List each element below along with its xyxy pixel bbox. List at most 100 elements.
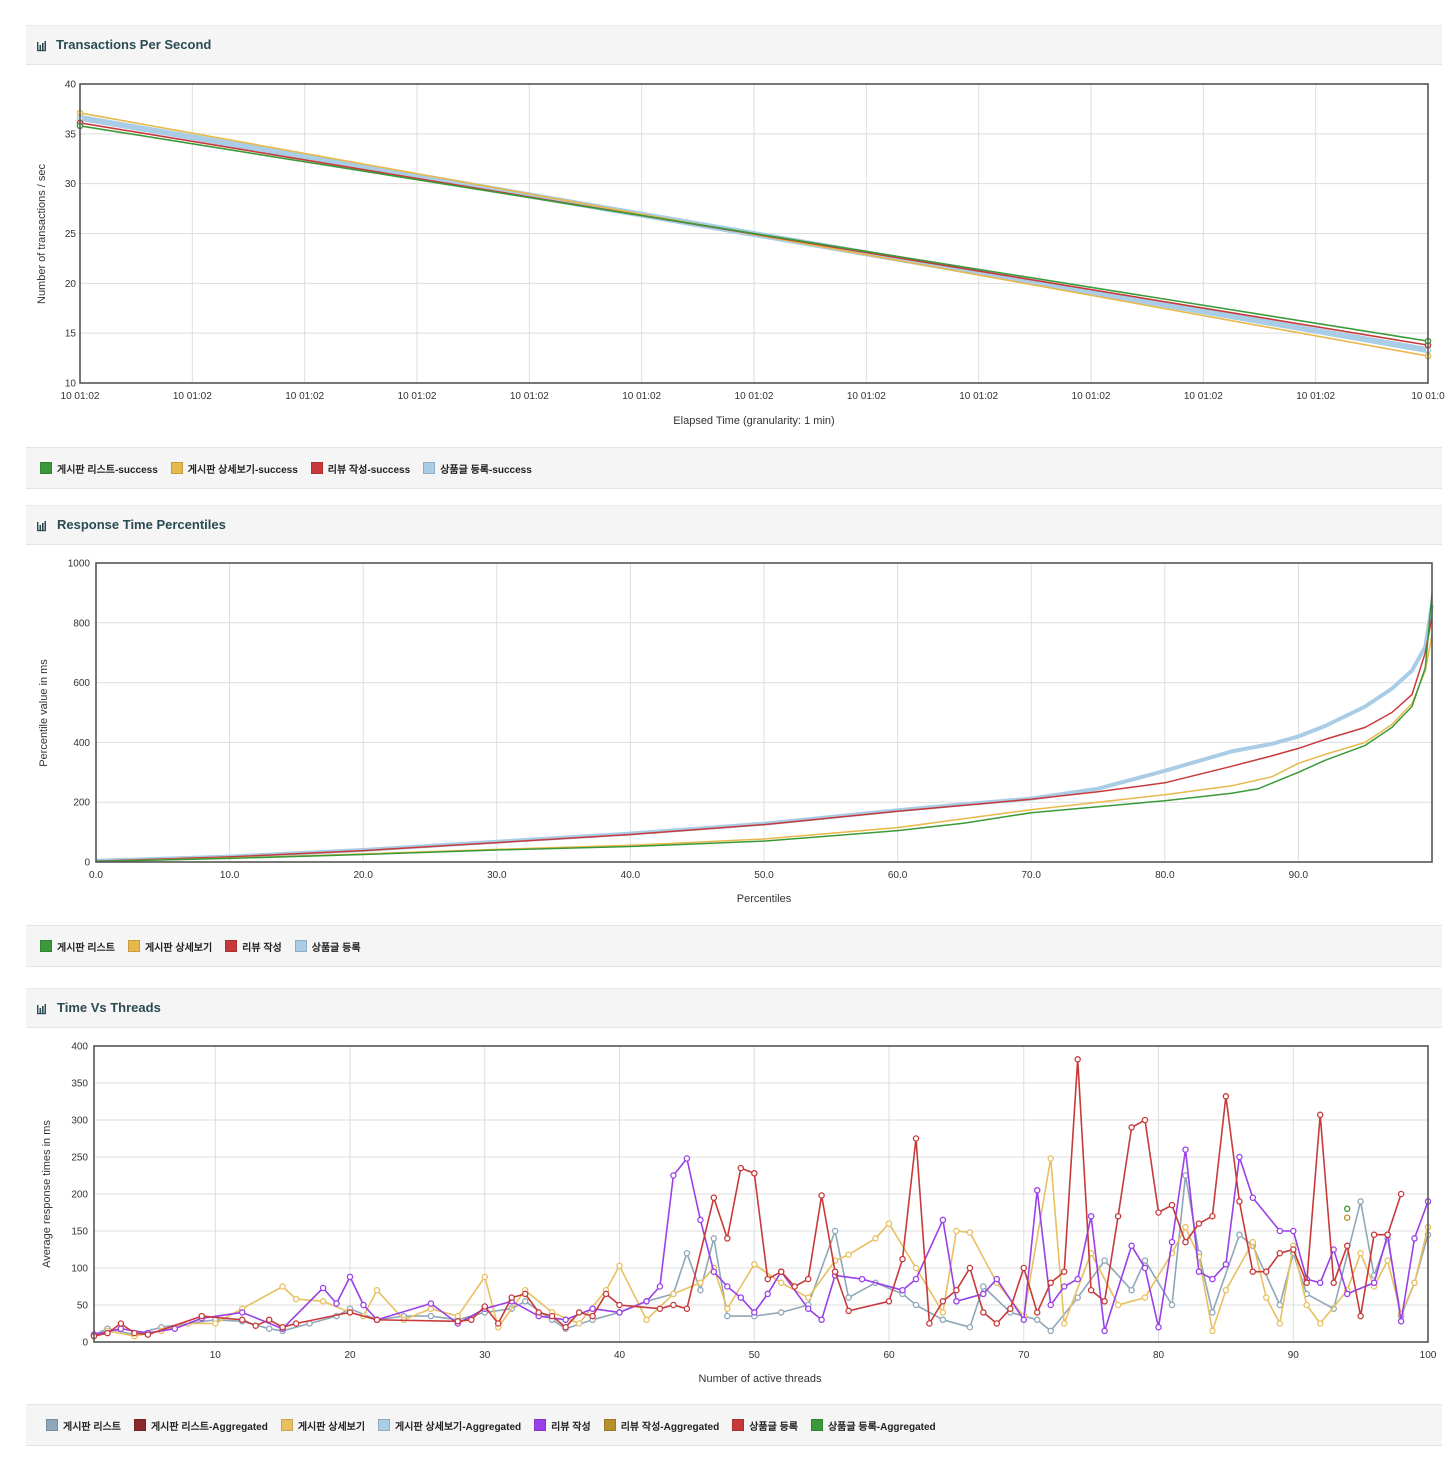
percentiles-chart: 0 200 400 600 800 1000 0.0 10.0 20.0 30.0 40.0 50.0… [38, 559, 1434, 905]
legend-item[interactable]: 게시판 상세보기-Aggregated [378, 1418, 521, 1433]
data-point [656, 1283, 664, 1290]
legend-item[interactable]: 게시판 리스트-Aggregated [133, 1418, 268, 1433]
legend-swatch [40, 940, 52, 952]
data-point [670, 1172, 677, 1179]
data-point [1182, 1224, 1189, 1231]
x-tick-label: 10 01:0 [1411, 391, 1445, 402]
y-axis-label: Percentile value in ms [38, 659, 50, 767]
data-point [777, 1279, 785, 1287]
legend-threads: 게시판 리스트 게시판 리스트-Aggregated 게시판 상세보기 게시판 상세보… [26, 1404, 1442, 1446]
data-point [548, 1312, 556, 1320]
data-point [1141, 1257, 1149, 1264]
legend-item[interactable]: 리뷰 작성-success [310, 461, 410, 476]
data-point [953, 1298, 960, 1305]
data-point [872, 1235, 879, 1242]
legend-item[interactable]: 게시판 상세보기-success [170, 461, 298, 476]
data-point [360, 1301, 367, 1309]
x-tick-label: 10 01:02 [847, 391, 886, 402]
data-point [319, 1298, 327, 1305]
data-point [980, 1290, 987, 1298]
data-point [751, 1170, 758, 1177]
data-point [831, 1268, 839, 1275]
data-point [643, 1298, 650, 1305]
legend-swatch [732, 1419, 745, 1431]
data-point [238, 1316, 246, 1324]
legend-item[interactable]: 상품글 등록-Aggregated [810, 1418, 936, 1433]
data-point [1060, 1283, 1068, 1290]
data-point [535, 1309, 542, 1316]
y-tick-label: 10 [65, 379, 77, 390]
data-point [1222, 1286, 1230, 1294]
data-point [454, 1318, 462, 1325]
y-tick-label: 30 [65, 179, 77, 190]
x-tick-label: 10 01:02 [959, 391, 998, 402]
data-point [966, 1323, 974, 1331]
data-point [683, 1249, 691, 1257]
legend-swatch [40, 462, 52, 474]
data-point [1047, 1279, 1054, 1287]
panel-header-percentiles: Response Time Percentiles [26, 505, 1442, 545]
data-point [265, 1325, 273, 1332]
x-tick-label: 10 01:02 [1072, 391, 1111, 402]
legend-percentiles: 게시판 리스트 게시판 상세보기 리뷰 작성 상품글 등록 [26, 925, 1442, 967]
data-point [1263, 1268, 1270, 1275]
data-point [643, 1316, 650, 1324]
data-point [899, 1255, 906, 1263]
data-point [1357, 1312, 1364, 1320]
legend-item[interactable]: 리뷰 작성 [225, 939, 282, 954]
data-point [1047, 1155, 1054, 1162]
x-tick-label: 10 01:02 [1184, 391, 1223, 402]
legend-swatch [378, 1419, 391, 1431]
data-point [1263, 1294, 1270, 1301]
x-tick-label: 10 01:02 [398, 391, 437, 402]
data-point [104, 1329, 111, 1337]
data-point [468, 1316, 475, 1324]
data-point [1047, 1327, 1054, 1335]
data-point [508, 1294, 515, 1301]
y-tick-label: 800 [73, 618, 90, 629]
data-point [1357, 1249, 1364, 1257]
data-point [751, 1261, 758, 1268]
x-axis-label: Percentiles [737, 893, 792, 905]
data-point [1195, 1220, 1203, 1227]
data-point [252, 1322, 259, 1329]
legend-label: 게시판 리스트-Aggregated [150, 1422, 268, 1433]
data-point [616, 1301, 623, 1309]
data-point [1155, 1323, 1162, 1331]
data-point [265, 1316, 273, 1324]
legend-label: 게시판 상세보기 [297, 1422, 366, 1433]
data-point [1020, 1264, 1028, 1272]
legend-item[interactable]: 게시판 리스트 [46, 1418, 121, 1433]
legend-item[interactable]: 리뷰 작성-Aggregated [603, 1418, 719, 1433]
x-tick-label: 90 [1288, 1350, 1300, 1361]
legend-item[interactable]: 게시판 리스트-success [40, 461, 158, 476]
y-tick-label: 50 [77, 1301, 89, 1312]
legend-swatch [810, 1419, 823, 1431]
data-point [427, 1312, 435, 1320]
legend-label: 게시판 리스트 [57, 943, 115, 954]
data-point [562, 1323, 569, 1331]
x-tick-label: 10 01:02 [510, 391, 549, 402]
data-point [521, 1290, 529, 1298]
x-tick-label: 60.0 [888, 870, 908, 881]
legend-item[interactable]: 게시판 리스트 [40, 939, 115, 954]
data-point [804, 1305, 812, 1312]
data-point [764, 1275, 771, 1283]
data-point [1276, 1301, 1284, 1309]
legend-item[interactable]: 상품글 등록 [732, 1418, 798, 1433]
data-point [885, 1220, 893, 1227]
data-point [131, 1329, 138, 1337]
data-point [1128, 1286, 1135, 1294]
legend-item[interactable]: 게시판 상세보기 [280, 1418, 366, 1433]
x-tick-label: 50 [749, 1350, 761, 1361]
series-line [79, 125, 1429, 342]
series-group [90, 1056, 1405, 1340]
legend-item[interactable]: 상품글 등록 [294, 939, 361, 954]
data-point [144, 1331, 152, 1338]
x-tick-label: 50.0 [754, 870, 774, 881]
legend-item[interactable]: 게시판 상세보기 [127, 939, 212, 954]
legend-item[interactable]: 리뷰 작성 [534, 1418, 591, 1433]
data-point [724, 1305, 731, 1312]
legend-item[interactable]: 상품글 등록-success [423, 461, 532, 476]
data-point [845, 1251, 852, 1258]
